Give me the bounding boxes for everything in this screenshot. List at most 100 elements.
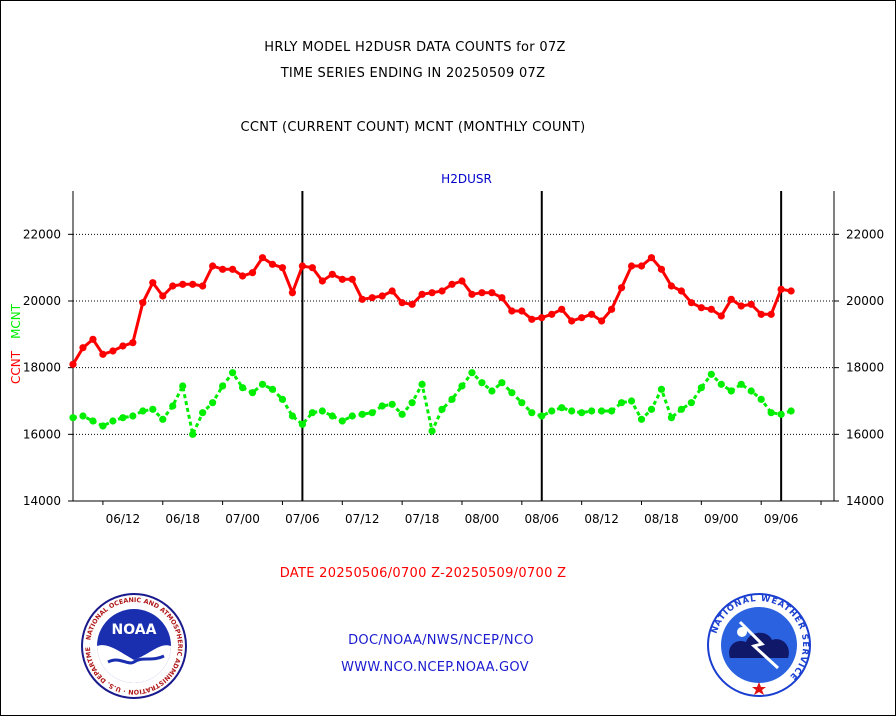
data-point-ccnt [179, 280, 187, 288]
data-point-mcnt [129, 412, 137, 420]
data-point-mcnt [408, 399, 416, 407]
data-point-mcnt [209, 399, 217, 407]
y-tick-label-left: 18000 [23, 361, 61, 375]
data-point-ccnt [278, 264, 287, 272]
data-point-ccnt [388, 287, 396, 295]
data-point-ccnt [578, 314, 586, 322]
data-point-mcnt [119, 414, 127, 422]
data-point-mcnt [528, 409, 536, 417]
data-point-mcnt [707, 370, 715, 378]
data-point-mcnt [428, 427, 436, 435]
data-point-ccnt [288, 289, 297, 297]
data-point-mcnt [159, 415, 167, 423]
y-tick-label-left: 16000 [23, 427, 61, 441]
noaa-center-text: NOAA [112, 622, 157, 638]
y-tick-label-right: 14000 [846, 494, 884, 508]
data-point-mcnt [588, 407, 596, 415]
data-point-ccnt [787, 287, 795, 295]
data-point-mcnt [438, 405, 446, 413]
data-point-ccnt [488, 289, 496, 297]
data-point-mcnt [79, 412, 87, 420]
y-tick-label-left: 22000 [23, 227, 61, 241]
data-point-mcnt [318, 407, 326, 415]
data-point-ccnt [358, 295, 366, 303]
x-tick-label: 08/00 [465, 512, 500, 526]
data-point-ccnt [767, 310, 775, 318]
data-point-mcnt [468, 369, 476, 377]
data-point-mcnt [578, 409, 586, 417]
data-point-mcnt [328, 412, 336, 420]
y-tick-label-left: 20000 [23, 294, 61, 308]
y-tick-label-right: 22000 [846, 227, 884, 241]
data-point-mcnt [358, 410, 366, 418]
data-point-mcnt [99, 422, 107, 430]
data-point-mcnt [278, 395, 287, 403]
data-point-mcnt [717, 380, 725, 388]
data-point-mcnt [677, 405, 686, 413]
data-point-ccnt [498, 294, 506, 302]
data-point-mcnt [558, 404, 566, 412]
data-point-ccnt [318, 277, 326, 285]
data-point-mcnt [508, 389, 516, 397]
data-point-mcnt [667, 414, 676, 422]
data-point-mcnt [687, 399, 695, 407]
data-point-ccnt [99, 350, 107, 358]
y-label-ccnt: CCNT [9, 350, 23, 384]
data-point-ccnt [468, 290, 476, 298]
data-point-mcnt [268, 385, 277, 393]
data-point-ccnt [408, 300, 416, 308]
noaa-logo: NOAA NATIONAL OCEANIC AND ATMOSPHERIC AD… [80, 592, 187, 699]
data-point-mcnt [538, 412, 546, 420]
data-point-mcnt [737, 380, 745, 388]
data-point-ccnt [308, 264, 316, 272]
y-label-mcnt: MCNT [9, 303, 23, 339]
data-point-mcnt [637, 415, 646, 423]
data-point-ccnt [209, 262, 217, 270]
org-path-label: DOC/NOAA/NWS/NCEP/NCO [348, 633, 534, 648]
data-point-mcnt [458, 382, 466, 390]
data-point-ccnt [667, 282, 676, 290]
chart-title-line1: HRLY MODEL H2DUSR DATA COUNTS for 07Z [264, 40, 566, 55]
data-point-ccnt [189, 280, 197, 288]
data-point-ccnt [368, 294, 376, 302]
date-range-label: DATE 20250506/0700 Z-20250509/0700 Z [279, 566, 567, 581]
data-point-mcnt [518, 399, 526, 407]
data-point-ccnt [199, 282, 207, 290]
data-point-mcnt [607, 407, 616, 415]
data-point-mcnt [199, 409, 207, 417]
data-point-ccnt [219, 265, 227, 273]
data-point-mcnt [169, 402, 177, 410]
y-tick-label-right: 16000 [846, 427, 884, 441]
data-point-mcnt [548, 407, 556, 415]
data-point-ccnt [258, 254, 267, 262]
x-tick-label: 08/12 [584, 512, 619, 526]
data-point-ccnt [518, 307, 526, 315]
data-point-ccnt [538, 314, 546, 322]
data-point-ccnt [238, 272, 247, 280]
data-point-ccnt [169, 282, 177, 290]
data-point-ccnt [79, 344, 87, 352]
data-point-ccnt [598, 317, 606, 325]
data-point-ccnt [607, 305, 616, 313]
data-point-ccnt [159, 292, 167, 300]
data-point-mcnt [248, 389, 257, 397]
data-point-mcnt [228, 369, 237, 377]
chart-subtitle: CCNT (CURRENT COUNT) MCNT (MONTHLY COUNT… [240, 120, 586, 135]
data-point-mcnt [777, 410, 785, 418]
data-point-ccnt [568, 317, 576, 325]
data-point-mcnt [448, 395, 456, 403]
data-point-ccnt [418, 290, 426, 298]
data-point-mcnt [498, 379, 506, 387]
y-tick-label-right: 20000 [846, 294, 884, 308]
data-point-ccnt [398, 299, 406, 307]
data-point-ccnt [149, 279, 157, 287]
x-tick-label: 06/18 [165, 512, 200, 526]
data-point-ccnt [558, 305, 566, 313]
data-point-mcnt [388, 400, 396, 408]
data-point-mcnt [478, 379, 486, 387]
website-url-label: WWW.NCO.NCEP.NOAA.GOV [341, 660, 529, 675]
data-point-ccnt [747, 300, 755, 308]
data-point-ccnt [697, 304, 705, 312]
data-point-mcnt [747, 387, 755, 395]
